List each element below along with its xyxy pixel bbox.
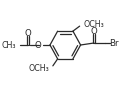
Text: O: O [91,26,97,36]
Text: CH₃: CH₃ [2,40,17,49]
Text: O: O [35,40,41,49]
Text: Br: Br [109,38,119,47]
Text: O: O [25,29,31,38]
Text: OCH₃: OCH₃ [28,64,49,73]
Text: OCH₃: OCH₃ [83,20,104,29]
